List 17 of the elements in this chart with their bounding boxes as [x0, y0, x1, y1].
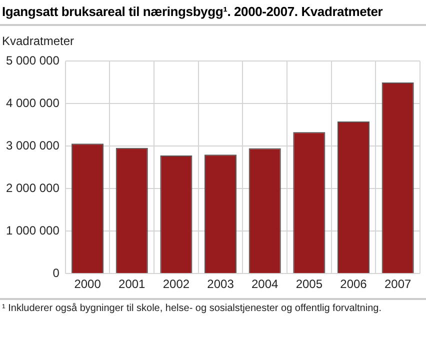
- y-axis-title: Kvadratmeter: [2, 34, 76, 48]
- x-tick-label: 2005: [296, 277, 323, 292]
- x-tick-label: 2000: [74, 277, 102, 292]
- x-tick-label: 2003: [207, 277, 234, 292]
- x-tick-label: 2007: [384, 277, 412, 292]
- y-tick-label: 5 000 000: [6, 54, 60, 68]
- x-tick-label: 2004: [252, 277, 279, 292]
- x-tick-label: 2006: [340, 277, 368, 292]
- y-tick-label: 4 000 000: [6, 96, 60, 110]
- x-tick-label: 2002: [162, 277, 190, 292]
- y-tick-label: 0: [52, 266, 60, 280]
- y-tick-label: 3 000 000: [6, 138, 60, 152]
- y-tick-label: 1 000 000: [6, 223, 60, 238]
- text: ¹ Inkluderer også bygninger til skole, helse- og sosialstjenester og offentlig forvaltning.: [0, 298, 426, 317]
- x-tick-label: 2001: [118, 277, 146, 292]
- y-tick-label: 2 000 000: [6, 180, 60, 195]
- chart-title: Igangsatt bruksareal til næringsbygg¹. 2000-2007. Kvadratmeter: [0, 0, 426, 26]
